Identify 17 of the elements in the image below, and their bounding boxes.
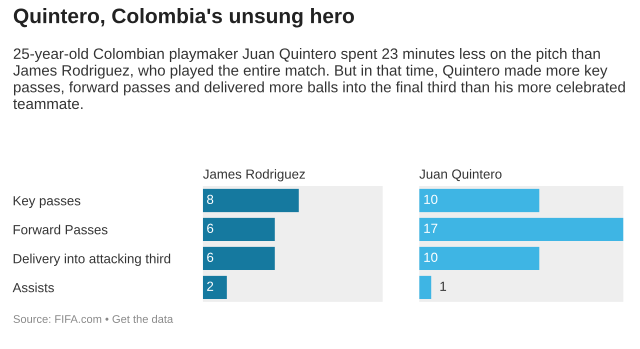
data-label: 8 (207, 194, 214, 204)
data-label: 6 (207, 224, 214, 234)
data-label: 1 (440, 282, 446, 291)
data-label: 17 (424, 224, 438, 233)
data-label: 10 (424, 194, 438, 204)
data-label: 6 (207, 252, 214, 262)
y-tick-label: Assists (12, 282, 54, 292)
data-label: 2 (207, 282, 214, 291)
chart-subtitle: 25-year-old Colombian playmaker Juan Quintero spent 23 minutes less on the pitch than James Rodriguez, who played the entire match. But in that time, Quintero made more key passes, forward passes and delivered more balls into the final third than his more celebrated teammate. (13, 48, 625, 110)
y-tick-label: Delivery into attacking third (14, 254, 170, 266)
series-label: James Rodriguez (203, 169, 305, 182)
chart-title: Quintero, Colombia's unsung hero (14, 8, 354, 28)
data-label: 10 (424, 252, 438, 262)
source-note: Source: FIFA.com • Get the data (14, 314, 174, 323)
series-label: Juan Quintero (419, 169, 502, 182)
y-tick-label: Key passes (14, 196, 80, 208)
y-tick-label: Forward Passes (14, 224, 108, 234)
